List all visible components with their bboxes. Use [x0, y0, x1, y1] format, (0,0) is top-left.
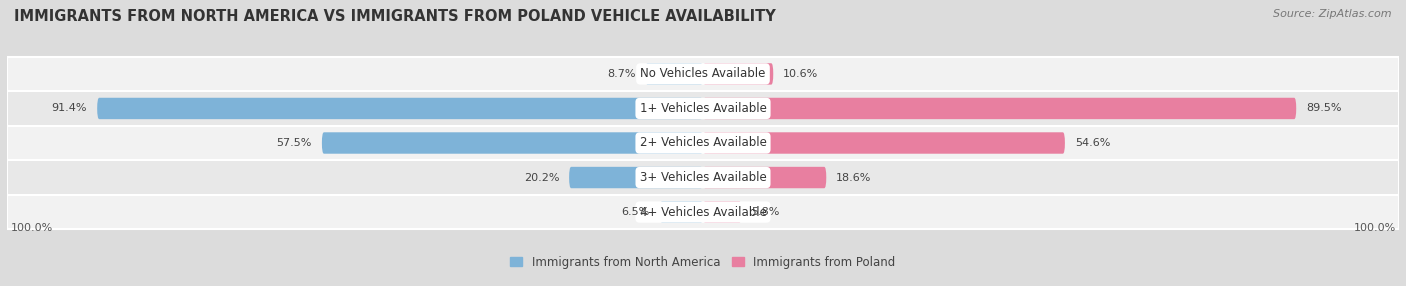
Text: 5.8%: 5.8%: [751, 207, 780, 217]
FancyBboxPatch shape: [7, 57, 1399, 91]
Text: 100.0%: 100.0%: [1354, 223, 1396, 233]
Text: 10.6%: 10.6%: [783, 69, 818, 79]
Text: IMMIGRANTS FROM NORTH AMERICA VS IMMIGRANTS FROM POLAND VEHICLE AVAILABILITY: IMMIGRANTS FROM NORTH AMERICA VS IMMIGRA…: [14, 9, 776, 23]
Text: 54.6%: 54.6%: [1074, 138, 1111, 148]
Text: 8.7%: 8.7%: [607, 69, 636, 79]
FancyBboxPatch shape: [659, 201, 703, 223]
FancyBboxPatch shape: [703, 201, 741, 223]
FancyBboxPatch shape: [7, 195, 1399, 229]
FancyBboxPatch shape: [7, 126, 1399, 160]
FancyBboxPatch shape: [645, 63, 703, 85]
Text: 89.5%: 89.5%: [1306, 104, 1341, 114]
FancyBboxPatch shape: [703, 167, 827, 188]
Text: No Vehicles Available: No Vehicles Available: [640, 67, 766, 80]
FancyBboxPatch shape: [97, 98, 703, 119]
FancyBboxPatch shape: [7, 160, 1399, 195]
Text: 57.5%: 57.5%: [277, 138, 312, 148]
FancyBboxPatch shape: [703, 132, 1064, 154]
Text: 20.2%: 20.2%: [523, 172, 560, 182]
Text: Source: ZipAtlas.com: Source: ZipAtlas.com: [1274, 9, 1392, 19]
Text: 2+ Vehicles Available: 2+ Vehicles Available: [640, 136, 766, 150]
Text: 1+ Vehicles Available: 1+ Vehicles Available: [640, 102, 766, 115]
FancyBboxPatch shape: [703, 63, 773, 85]
Text: 100.0%: 100.0%: [10, 223, 52, 233]
Text: 18.6%: 18.6%: [837, 172, 872, 182]
Legend: Immigrants from North America, Immigrants from Poland: Immigrants from North America, Immigrant…: [510, 256, 896, 269]
FancyBboxPatch shape: [569, 167, 703, 188]
Text: 3+ Vehicles Available: 3+ Vehicles Available: [640, 171, 766, 184]
Text: 4+ Vehicles Available: 4+ Vehicles Available: [640, 206, 766, 219]
FancyBboxPatch shape: [703, 98, 1296, 119]
Text: 6.5%: 6.5%: [621, 207, 650, 217]
FancyBboxPatch shape: [322, 132, 703, 154]
Text: 91.4%: 91.4%: [52, 104, 87, 114]
FancyBboxPatch shape: [7, 91, 1399, 126]
